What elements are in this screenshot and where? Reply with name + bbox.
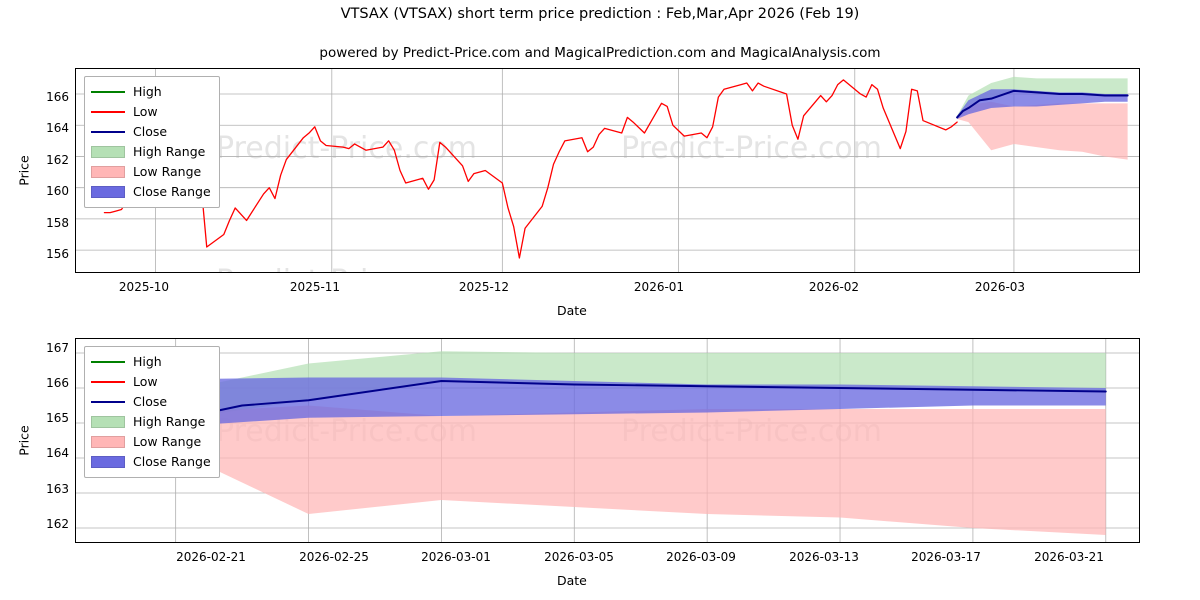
- top-xtick-2025-10: 2025-10: [118, 280, 170, 294]
- bottom-xtick-2026-03-05: 2026-03-05: [544, 550, 614, 564]
- top-x-axis-label: Date: [557, 303, 587, 318]
- legend-item-low-2[interactable]: Low: [91, 372, 211, 392]
- bottom-xtick-2026-02-21: 2026-02-21: [176, 550, 246, 564]
- bottom-ytick-164: 164: [46, 446, 69, 460]
- legend-label-close-range: Close Range: [133, 183, 211, 199]
- top-chart-panel: Predict-Price.com Predict-Price.com Pred…: [75, 68, 1140, 273]
- legend-key-high-range-patch: [91, 145, 125, 159]
- legend-key-low-line: [91, 105, 125, 119]
- top-ytick-166: 166: [46, 90, 69, 104]
- legend-key-close-range-patch: [91, 185, 125, 199]
- legend-key-close-line-2: [91, 395, 125, 409]
- legend-label-close-2: Close: [133, 393, 168, 409]
- top-xtick-2026-03: 2026-03: [974, 280, 1026, 294]
- top-ytick-160: 160: [46, 184, 69, 198]
- legend-key-low-range-patch-2: [91, 435, 125, 449]
- legend-label-high-2: High: [133, 353, 162, 369]
- legend-item-high-2[interactable]: High: [91, 352, 211, 372]
- bottom-x-axis-label: Date: [557, 573, 587, 588]
- page-title: VTSAX (VTSAX) short term price predictio…: [340, 6, 860, 22]
- legend-label-low-range-2: Low Range: [133, 433, 202, 449]
- legend-item-high-range[interactable]: High Range: [91, 142, 211, 162]
- bottom-ytick-165: 165: [46, 411, 69, 425]
- legend-label-high-range: High Range: [133, 143, 206, 159]
- bottom-xtick-2026-03-13: 2026-03-13: [789, 550, 859, 564]
- legend-label-low-range: Low Range: [133, 163, 202, 179]
- bottom-xtick-2026-02-25: 2026-02-25: [299, 550, 369, 564]
- legend-key-high-line-2: [91, 355, 125, 369]
- legend-key-low-range-patch: [91, 165, 125, 179]
- top-xtick-2026-02: 2026-02: [808, 280, 860, 294]
- top-ytick-164: 164: [46, 121, 69, 135]
- top-ytick-156: 156: [46, 247, 69, 261]
- legend-key-low-line-2: [91, 375, 125, 389]
- legend-label-high-range-2: High Range: [133, 413, 206, 429]
- legend-item-high-range-2[interactable]: High Range: [91, 412, 211, 432]
- bottom-y-axis-label: Price: [16, 425, 32, 456]
- bottom-ytick-163: 163: [46, 482, 69, 496]
- legend-key-high-line: [91, 85, 125, 99]
- legend-item-close-2[interactable]: Close: [91, 392, 211, 412]
- legend-item-low-range-2[interactable]: Low Range: [91, 432, 211, 452]
- bottom-xtick-2026-03-09: 2026-03-09: [666, 550, 736, 564]
- bottom-xtick-2026-03-21: 2026-03-21: [1034, 550, 1104, 564]
- bottom-ytick-167: 167: [46, 341, 69, 355]
- legend-key-close-range-patch-2: [91, 455, 125, 469]
- top-ytick-162: 162: [46, 153, 69, 167]
- bottom-chart-panel: Predict-Price.com Predict-Price.com: [75, 338, 1140, 543]
- legend-label-close-range-2: Close Range: [133, 453, 211, 469]
- bottom-xtick-2026-03-17: 2026-03-17: [911, 550, 981, 564]
- bottom-xtick-2026-03-01: 2026-03-01: [421, 550, 491, 564]
- top-xtick-2025-11: 2025-11: [289, 280, 341, 294]
- top-xtick-2025-12: 2025-12: [458, 280, 510, 294]
- top-xtick-2026-01: 2026-01: [633, 280, 685, 294]
- legend-item-high[interactable]: High: [91, 82, 211, 102]
- legend-item-low[interactable]: Low: [91, 102, 211, 122]
- legend-label-high: High: [133, 83, 162, 99]
- legend-item-low-range[interactable]: Low Range: [91, 162, 211, 182]
- top-y-axis-label: Price: [16, 155, 32, 186]
- page-subtitle: powered by Predict-Price.com and Magical…: [319, 45, 881, 61]
- top-chart-plot: [76, 69, 1139, 272]
- legend-item-close-range[interactable]: Close Range: [91, 182, 211, 202]
- legend-item-close-range-2[interactable]: Close Range: [91, 452, 211, 472]
- bottom-chart-plot: [76, 339, 1139, 542]
- legend-label-low: Low: [133, 103, 158, 119]
- legend-label-close: Close: [133, 123, 168, 139]
- top-ytick-158: 158: [46, 216, 69, 230]
- legend-key-close-line: [91, 125, 125, 139]
- legend-item-close[interactable]: Close: [91, 122, 211, 142]
- legend-label-low-2: Low: [133, 373, 158, 389]
- top-chart-legend: High Low Close High Range Low Range Clos…: [84, 76, 220, 208]
- bottom-ytick-166: 166: [46, 376, 69, 390]
- bottom-ytick-162: 162: [46, 517, 69, 531]
- bottom-chart-legend: High Low Close High Range Low Range Clos…: [84, 346, 220, 478]
- legend-key-high-range-patch-2: [91, 415, 125, 429]
